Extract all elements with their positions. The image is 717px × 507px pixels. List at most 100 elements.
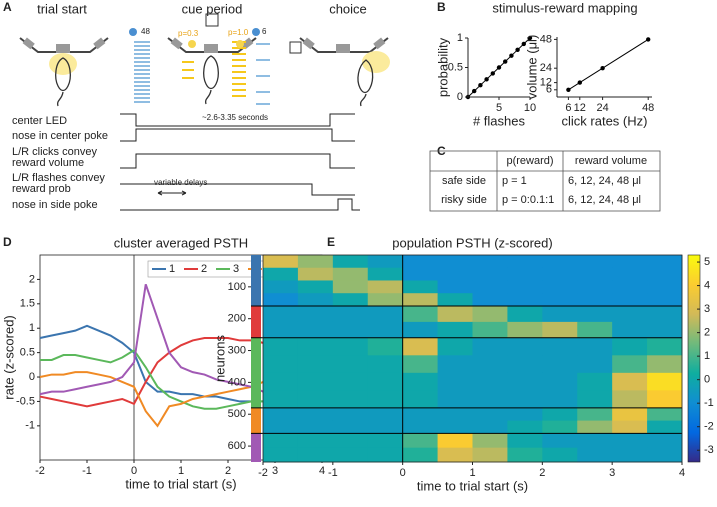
legend-label: 2 xyxy=(201,263,207,275)
y-tick-label: 48 xyxy=(540,33,552,45)
heat-cell xyxy=(507,255,543,269)
heat-cell xyxy=(507,447,543,463)
heat-cell xyxy=(367,280,404,294)
heat-cell xyxy=(367,372,404,391)
x-tick-label: 1 xyxy=(469,467,475,479)
table-grid xyxy=(429,150,661,212)
heat-cell xyxy=(507,293,543,307)
phase-label: choice xyxy=(329,1,367,16)
table-cell: 6, 12, 24, 48 μl xyxy=(568,194,641,206)
heat-cell xyxy=(507,420,543,434)
heat-cell xyxy=(402,255,438,269)
panel-a: A trial start cue period choice 48 p=0.3… xyxy=(3,0,390,211)
point xyxy=(646,37,651,42)
x-axis-label: time to trial start (s) xyxy=(417,478,528,493)
x-axis-label: time to trial start (s) xyxy=(125,476,236,491)
heat-cell xyxy=(542,305,578,323)
heat-cell xyxy=(647,355,683,374)
heat-cell xyxy=(542,420,578,434)
heat-cell xyxy=(507,355,543,374)
heat-cell xyxy=(367,420,404,434)
heat-cell xyxy=(297,447,334,463)
x-tick-label: -1 xyxy=(328,467,338,479)
heat-cell xyxy=(612,321,648,339)
heat-cell xyxy=(402,390,438,409)
heat-cell xyxy=(612,305,648,323)
heat-cell xyxy=(472,447,508,463)
y-tick-label: 1 xyxy=(29,322,35,334)
dice xyxy=(289,41,302,54)
heat-cell xyxy=(332,407,369,421)
heat-cell xyxy=(437,337,473,356)
heat-cell xyxy=(612,255,648,269)
y-tick-label: 500 xyxy=(228,408,246,420)
heat-cell xyxy=(297,337,334,356)
heat-cell xyxy=(332,321,369,339)
heat-cell xyxy=(402,447,438,463)
heat-cell xyxy=(332,372,369,391)
panel-c: C p(reward) reward volume safe side p = … xyxy=(429,144,661,212)
point xyxy=(503,59,508,64)
x-tick-label: 2 xyxy=(539,467,545,479)
heat-cell xyxy=(332,355,369,374)
heat-cell xyxy=(367,390,404,409)
heat-cell xyxy=(577,305,613,323)
table-cell: safe side xyxy=(442,175,486,187)
heat-cell xyxy=(472,255,508,269)
heat-cell xyxy=(647,267,683,281)
heat-cell xyxy=(507,280,543,294)
heat-cell xyxy=(263,337,299,356)
water-drop xyxy=(252,28,260,36)
heat-cell xyxy=(647,305,683,323)
row-label: nose in center poke xyxy=(12,130,108,142)
heat-cell xyxy=(367,305,404,323)
heat-cell xyxy=(297,355,334,374)
panel-letter: B xyxy=(437,0,446,14)
icon-label: p=1.0 xyxy=(228,28,249,37)
colorbar-label: -2 xyxy=(704,421,714,433)
heat-cell xyxy=(542,293,578,307)
heat-cell xyxy=(647,433,683,449)
y-tick-label: 0 xyxy=(29,371,35,383)
heat-cell xyxy=(332,293,369,307)
timing-traces xyxy=(120,113,360,211)
y-axis-label: probability xyxy=(435,37,450,97)
point xyxy=(509,53,514,58)
heat-cell xyxy=(297,372,334,391)
heat-cell xyxy=(612,267,648,281)
heat-cell xyxy=(367,407,404,421)
heat-cell xyxy=(577,420,613,434)
heat-cell xyxy=(577,293,613,307)
bulb xyxy=(236,40,244,48)
heat-cell xyxy=(437,305,473,323)
y-tick-label: 24 xyxy=(540,62,552,74)
bulb xyxy=(188,40,196,48)
colorbar-label: -3 xyxy=(704,444,714,456)
point xyxy=(527,35,533,41)
colorbar-label: 0 xyxy=(704,374,710,386)
heat-cell xyxy=(332,267,369,281)
heat-cell xyxy=(577,433,613,449)
heat-cell xyxy=(297,267,334,281)
point xyxy=(577,80,582,85)
heat-cell xyxy=(577,355,613,374)
table-cell: 6, 12, 24, 48 μl xyxy=(568,175,641,187)
heat-cell xyxy=(263,433,299,449)
heat-cell xyxy=(507,305,543,323)
y-tick-label: 12 xyxy=(540,77,552,89)
heat-cell xyxy=(437,433,473,449)
heat-cell xyxy=(472,420,508,434)
heat-cell xyxy=(612,372,648,391)
cluster-bar xyxy=(251,255,261,306)
x-tick-label: 1 xyxy=(178,465,184,477)
x-tick-label: 0 xyxy=(131,465,137,477)
y-axis-label: neurons xyxy=(212,335,227,382)
heat-cell xyxy=(612,293,648,307)
heat-cell xyxy=(332,337,369,356)
heat-cell xyxy=(577,407,613,421)
heat-cell xyxy=(647,420,683,434)
colorbar xyxy=(687,254,701,463)
table-cell: p = 0:0.1:1 xyxy=(502,194,554,206)
x-axis-label: # flashes xyxy=(473,113,526,128)
heat-cell xyxy=(332,420,369,434)
